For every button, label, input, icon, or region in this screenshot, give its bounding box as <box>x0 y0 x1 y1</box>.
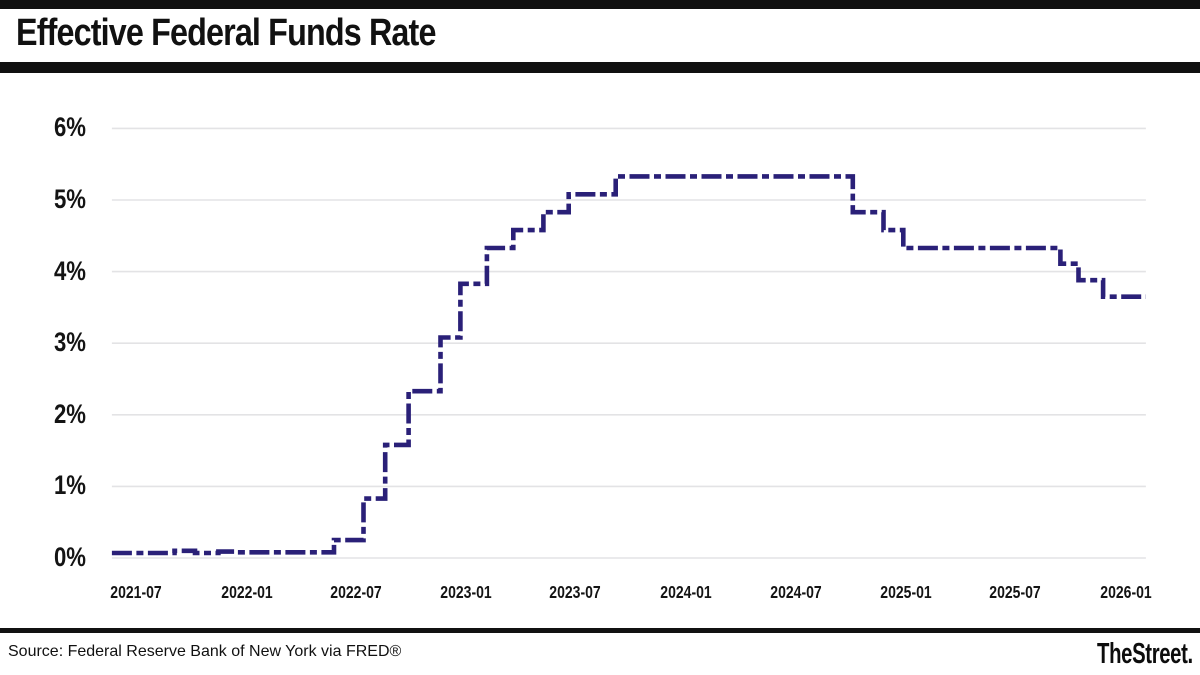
y-tick-label: 0% <box>53 542 86 572</box>
x-tick-label: 2022-01 <box>220 582 273 602</box>
header-rule <box>0 62 1200 73</box>
top-bar <box>0 0 1200 9</box>
x-tick-label: 2025-07 <box>989 582 1041 602</box>
y-tick-label: 1% <box>53 470 86 501</box>
footer-rule <box>0 628 1200 633</box>
x-tick-label: 2024-07 <box>769 582 822 602</box>
thestreet-logo: TheStreet. <box>1097 638 1193 670</box>
x-tick-label: 2024-01 <box>660 582 712 602</box>
gridlines <box>111 127 1146 559</box>
x-tick-label: 2021-07 <box>110 582 162 602</box>
source-attribution: Source: Federal Reserve Bank of New York… <box>8 643 402 660</box>
x-tick-label: 2023-07 <box>549 582 601 602</box>
page-title: Effective Federal Funds Rate <box>16 12 436 54</box>
y-tick-label: 2% <box>53 398 86 429</box>
y-tick-label: 3% <box>53 327 86 358</box>
y-tick-label: 4% <box>53 255 86 286</box>
y-tick-label: 5% <box>53 184 86 214</box>
x-tick-label: 2026-01 <box>1100 582 1152 602</box>
x-tick-label: 2025-01 <box>880 582 932 602</box>
effr-series-line <box>111 174 1146 556</box>
y-tick-label: 6% <box>53 112 86 143</box>
x-tick-label: 2022-07 <box>329 582 382 602</box>
x-tick-label: 2023-01 <box>440 582 493 602</box>
